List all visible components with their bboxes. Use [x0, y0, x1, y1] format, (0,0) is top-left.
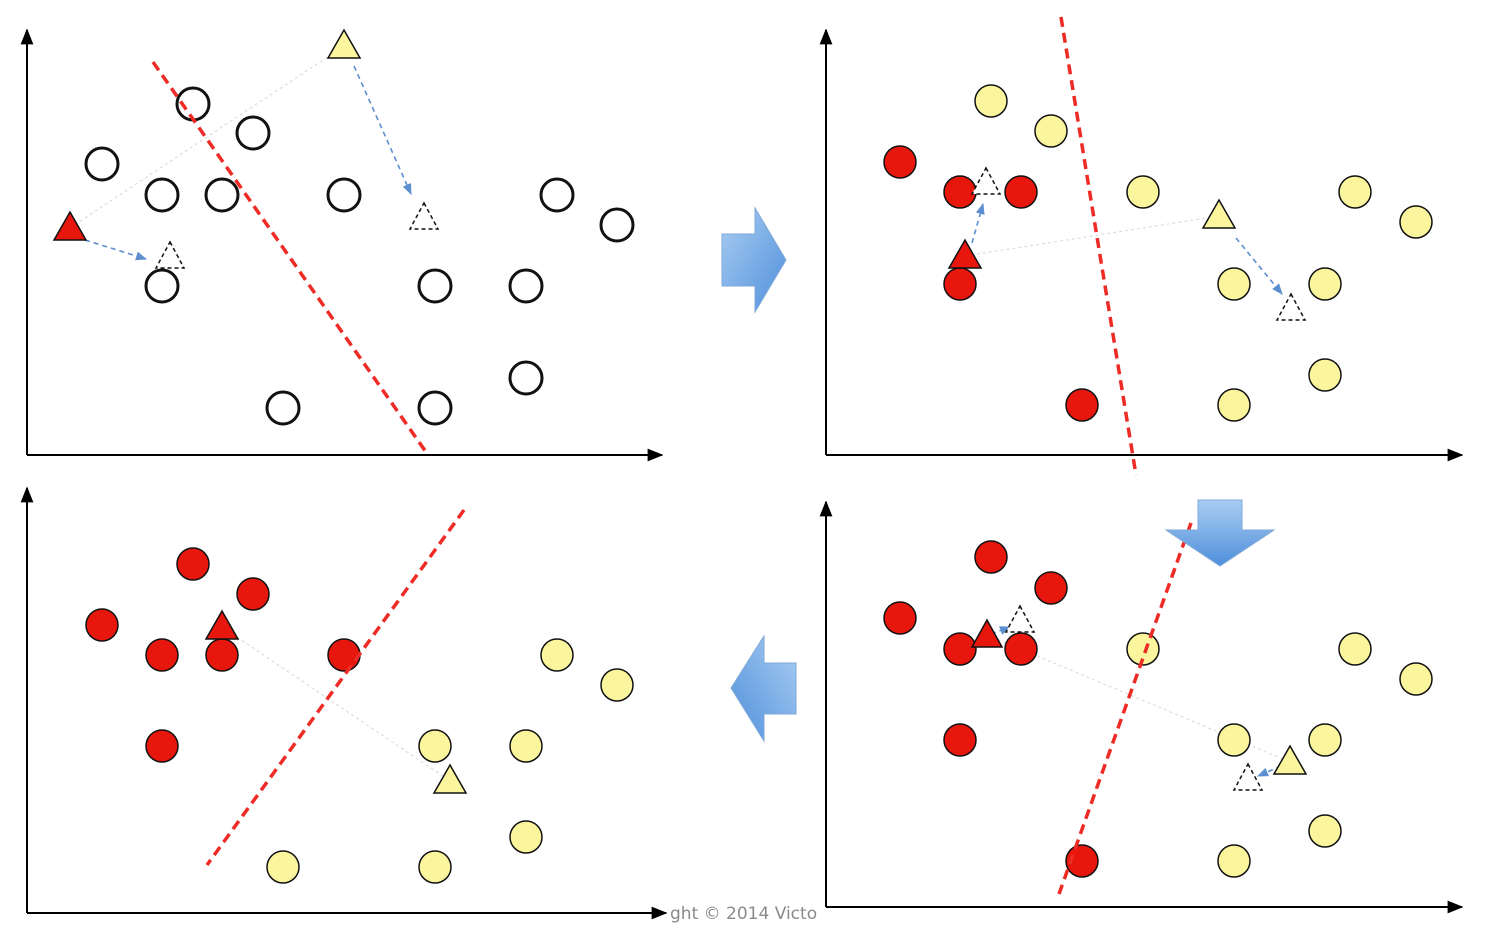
- centroid-move-arrow: [84, 239, 148, 261]
- red-cluster-point: [176, 547, 210, 581]
- yellow-cluster-point: [1126, 175, 1160, 209]
- red-cluster-point: [943, 175, 977, 209]
- centroid-connector: [964, 215, 1220, 257]
- panel-step-3: [819, 500, 1464, 914]
- red-cluster-point: [1004, 632, 1038, 666]
- unassigned-point: [599, 207, 635, 243]
- yellow-cluster-point: [1217, 723, 1251, 757]
- yellow-centroid: [326, 28, 362, 59]
- centroid-connector: [221, 626, 451, 782]
- new-centroid-outline: [1275, 292, 1307, 321]
- red-centroid: [52, 210, 88, 241]
- new-centroid-outline: [1004, 604, 1036, 633]
- red-cluster-point: [883, 145, 917, 179]
- red-cluster-point: [1034, 571, 1068, 605]
- yellow-cluster-point: [540, 638, 574, 672]
- copyright-text: ght © 2014 Victo: [670, 904, 817, 924]
- points: [84, 86, 635, 426]
- decision-boundary: [1059, 16, 1138, 476]
- unassigned-point: [508, 360, 544, 396]
- points: [883, 84, 1433, 422]
- red-cluster-point: [1065, 388, 1099, 422]
- yellow-cluster-point: [266, 850, 300, 884]
- panel-step-1: [20, 28, 664, 462]
- new-centroid-outline: [1232, 762, 1264, 791]
- red-cluster-point: [1065, 844, 1099, 878]
- unassigned-point: [265, 390, 301, 426]
- flow-arrow-left-icon: [730, 634, 797, 743]
- red-cluster-point: [327, 638, 361, 672]
- yellow-cluster-point: [509, 729, 543, 763]
- flow-arrow-right-icon: [721, 206, 787, 314]
- unassigned-point: [539, 177, 575, 213]
- red-cluster-point: [145, 729, 179, 763]
- yellow-cluster-point: [1308, 358, 1342, 392]
- yellow-centroid: [432, 763, 468, 794]
- yellow-cluster-point: [1217, 388, 1251, 422]
- yellow-cluster-point: [1126, 632, 1160, 666]
- red-cluster-point: [943, 267, 977, 301]
- centroid-move-arrow: [971, 202, 985, 244]
- yellow-cluster-point: [1217, 844, 1251, 878]
- red-cluster-point: [205, 638, 239, 672]
- yellow-cluster-point: [509, 820, 543, 854]
- new-centroid-outline: [408, 201, 440, 230]
- unassigned-point: [417, 268, 453, 304]
- yellow-cluster-point: [974, 84, 1008, 118]
- centroid-move-arrow: [1235, 237, 1283, 295]
- unassigned-point: [235, 115, 271, 151]
- yellow-cluster-point: [1308, 267, 1342, 301]
- yellow-centroid: [1201, 198, 1237, 229]
- unassigned-point: [144, 177, 180, 213]
- centroid-move-arrow: [353, 65, 412, 196]
- yellow-cluster-point: [1308, 723, 1342, 757]
- red-cluster-point: [943, 723, 977, 757]
- yellow-cluster-point: [1338, 632, 1372, 666]
- yellow-cluster-point: [418, 850, 452, 884]
- yellow-cluster-point: [1217, 267, 1251, 301]
- points: [883, 540, 1433, 878]
- yellow-cluster-point: [418, 729, 452, 763]
- red-centroid: [970, 618, 1004, 648]
- centroid-connector: [69, 45, 345, 229]
- unassigned-point: [144, 268, 180, 304]
- decision-boundary: [205, 508, 466, 867]
- yellow-cluster-point: [1034, 114, 1068, 148]
- new-centroid-outline: [970, 166, 1002, 195]
- panel-step-2: [819, 16, 1464, 476]
- red-centroid: [947, 238, 983, 269]
- flow-arrow-down-icon: [1164, 499, 1276, 567]
- red-cluster-point: [943, 632, 977, 666]
- yellow-cluster-point: [1308, 814, 1342, 848]
- unassigned-point: [417, 390, 453, 426]
- new-centroid-outline: [154, 240, 186, 269]
- yellow-cluster-point: [600, 668, 634, 702]
- decision-boundary: [1057, 522, 1193, 895]
- yellow-cluster-point: [1338, 175, 1372, 209]
- unassigned-point: [204, 177, 240, 213]
- red-centroid: [204, 609, 240, 640]
- red-cluster-point: [85, 608, 119, 642]
- red-cluster-point: [236, 577, 270, 611]
- yellow-cluster-point: [1399, 662, 1433, 696]
- red-cluster-point: [1004, 175, 1038, 209]
- unassigned-point: [508, 268, 544, 304]
- panel-step-4: [20, 486, 668, 920]
- yellow-cluster-point: [1399, 205, 1433, 239]
- points: [85, 547, 634, 884]
- red-cluster-point: [883, 601, 917, 635]
- unassigned-point: [326, 177, 362, 213]
- yellow-centroid: [1272, 744, 1308, 775]
- red-cluster-point: [974, 540, 1008, 574]
- centroid-connector: [986, 634, 1291, 763]
- red-cluster-point: [145, 638, 179, 672]
- unassigned-point: [84, 146, 120, 182]
